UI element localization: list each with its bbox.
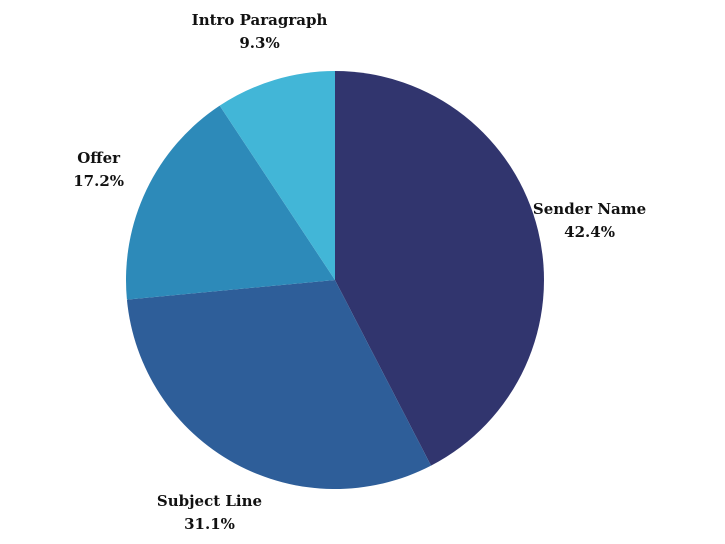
- slice-value-sender-name: 42.4%: [564, 223, 615, 241]
- pie-slice-subject-line: [126, 280, 432, 489]
- slice-label-subject-line: Subject Line: [157, 492, 262, 510]
- slice-value-intro-paragraph: 9.3%: [239, 34, 279, 52]
- slice-value-subject-line: 31.1%: [184, 515, 235, 533]
- pie-slice-intro-paragraph: [219, 71, 335, 280]
- pie-labels: Sender Name 42.4% Subject Line 31.1% Offer 17…: [73, 11, 646, 533]
- slice-label-offer: Offer: [77, 149, 121, 167]
- pie-slice-offer: [126, 105, 335, 300]
- pie-slice-sender-name: [335, 71, 544, 466]
- slice-label-sender-name: Sender Name: [533, 200, 646, 218]
- slice-label-intro-paragraph: Intro Paragraph: [192, 11, 328, 29]
- pie-slices: [126, 71, 544, 489]
- slice-value-offer: 17.2%: [73, 172, 124, 190]
